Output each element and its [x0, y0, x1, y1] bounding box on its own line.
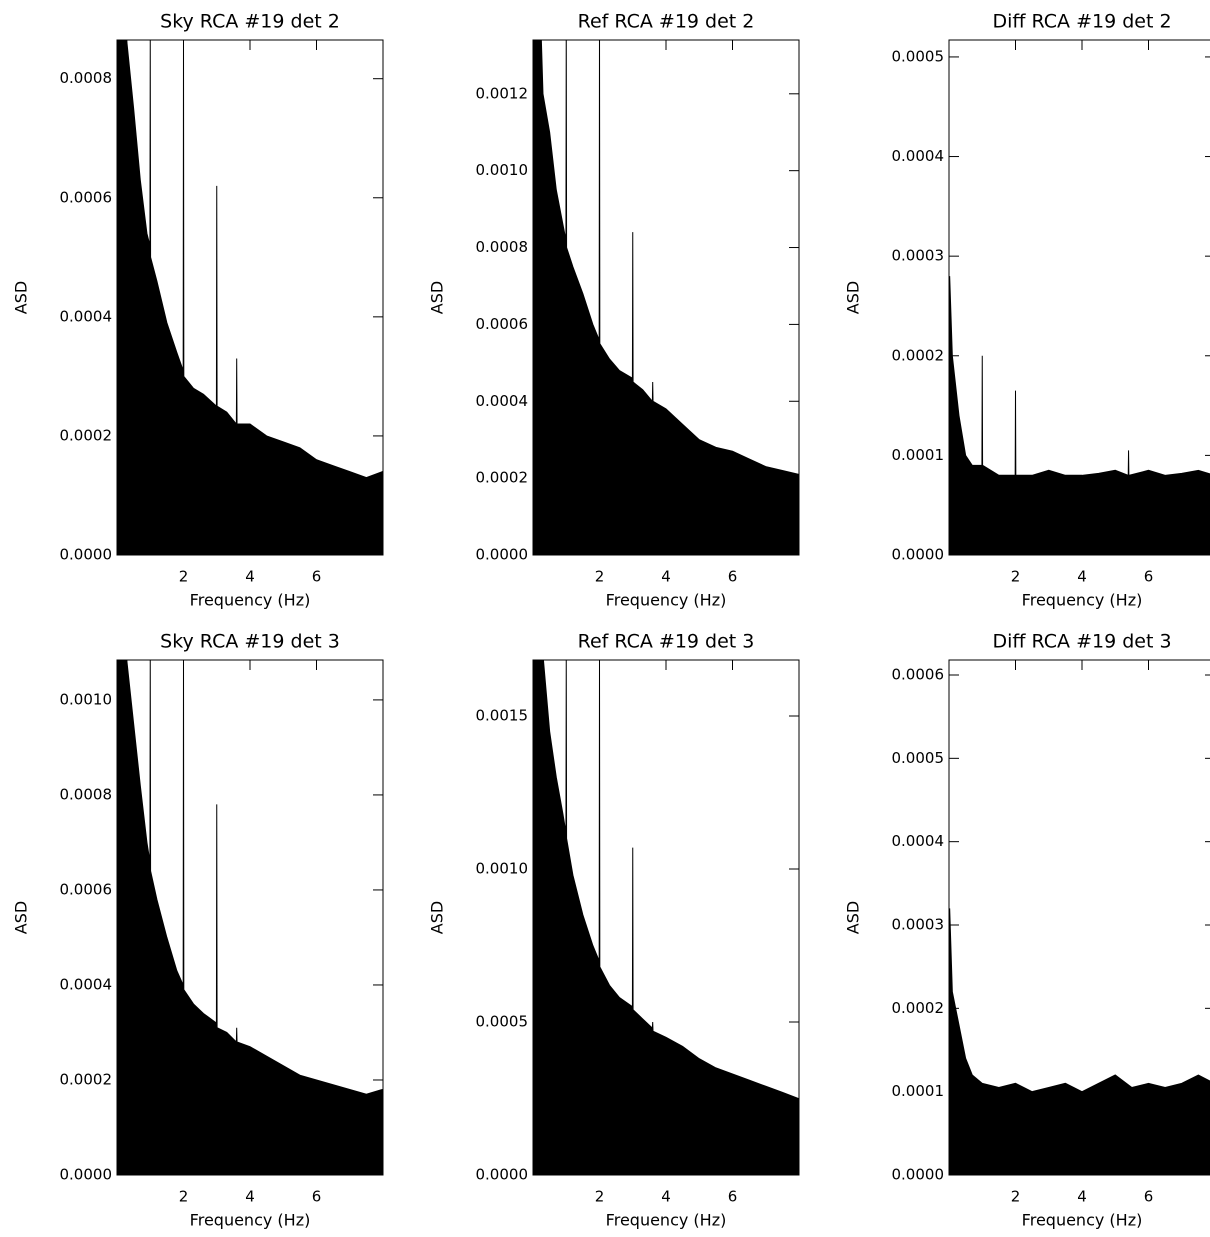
- y-tick-label: 0.0002: [476, 469, 529, 487]
- x-axis-label: Frequency (Hz): [606, 591, 727, 610]
- x-tick-label: 2: [595, 1188, 605, 1206]
- y-tick-label: 0.0003: [892, 916, 945, 934]
- y-tick-label: 0.0000: [892, 546, 945, 564]
- panel-title: Diff RCA #19 det 2: [992, 11, 1171, 33]
- y-axis-label: ASD: [12, 281, 31, 314]
- x-tick-label: 6: [728, 568, 738, 586]
- x-axis-label: Frequency (Hz): [1022, 591, 1143, 610]
- y-tick-label: 0.0006: [892, 666, 945, 684]
- panel: Sky RCA #19 det 2 Frequency (Hz) ASD 2 4 6 0.0…: [12, 11, 384, 610]
- panel: Ref RCA #19 det 3 Frequency (Hz) ASD 2 4 6 0.0…: [428, 631, 800, 1230]
- panel: Sky RCA #19 det 3 Frequency (Hz) ASD 2 4 6 0.0…: [12, 631, 384, 1230]
- y-tick-label: 0.0004: [892, 832, 945, 850]
- x-axis-label: Frequency (Hz): [606, 1211, 727, 1230]
- x-axis-label: Frequency (Hz): [190, 1211, 311, 1230]
- panel-title: Sky RCA #19 det 2: [160, 11, 340, 33]
- y-tick-label: 0.0000: [60, 1166, 113, 1184]
- y-tick-label: 0.0001: [892, 446, 945, 464]
- y-tick-label: 0.0008: [60, 785, 113, 803]
- y-tick-label: 0.0006: [60, 188, 113, 206]
- y-tick-label: 0.0005: [892, 47, 945, 65]
- x-tick-label: 2: [1011, 568, 1021, 586]
- spectrum-area: [533, 660, 799, 1175]
- spectrum-area: [533, 40, 799, 555]
- y-tick-label: 0.0004: [60, 307, 113, 325]
- y-tick-label: 0.0000: [60, 546, 113, 564]
- y-tick-label: 0.0004: [476, 392, 529, 410]
- panel: Diff RCA #19 det 2 Frequency (Hz) ASD 2 4 6 0.…: [844, 11, 1210, 610]
- x-tick-label: 2: [595, 568, 605, 586]
- y-tick-label: 0.0005: [476, 1012, 529, 1030]
- x-tick-label: 4: [1077, 568, 1087, 586]
- spectrum-area: [949, 276, 1210, 555]
- y-axis-label: ASD: [428, 901, 447, 934]
- x-tick-label: 2: [179, 1188, 189, 1206]
- y-tick-label: 0.0005: [892, 749, 945, 767]
- y-tick-label: 0.0010: [476, 859, 529, 877]
- y-tick-label: 0.0004: [60, 975, 113, 993]
- y-tick-label: 0.0012: [476, 84, 529, 102]
- panel-title: Diff RCA #19 det 3: [992, 631, 1171, 653]
- y-tick-label: 0.0010: [60, 690, 113, 708]
- panel: Diff RCA #19 det 3 Frequency (Hz) ASD 2 4 6 0.…: [844, 631, 1210, 1230]
- x-tick-label: 6: [1144, 568, 1154, 586]
- y-tick-label: 0.0000: [892, 1166, 945, 1184]
- y-tick-label: 0.0010: [476, 161, 529, 179]
- panel-title: Sky RCA #19 det 3: [160, 631, 340, 653]
- y-tick-label: 0.0015: [476, 706, 529, 724]
- x-tick-label: 4: [661, 568, 671, 586]
- y-axis-label: ASD: [844, 901, 863, 934]
- spectrum-area: [117, 660, 383, 1175]
- x-axis-label: Frequency (Hz): [190, 591, 311, 610]
- x-tick-label: 2: [1011, 1188, 1021, 1206]
- x-tick-label: 4: [245, 1188, 255, 1206]
- y-axis-label: ASD: [428, 281, 447, 314]
- x-tick-label: 2: [179, 568, 189, 586]
- y-tick-label: 0.0002: [892, 999, 945, 1017]
- y-tick-label: 0.0000: [476, 546, 529, 564]
- x-tick-label: 6: [728, 1188, 738, 1206]
- y-tick-label: 0.0003: [892, 247, 945, 265]
- x-tick-label: 6: [312, 1188, 322, 1206]
- x-tick-label: 6: [312, 568, 322, 586]
- x-axis-label: Frequency (Hz): [1022, 1211, 1143, 1230]
- y-tick-label: 0.0001: [892, 1082, 945, 1100]
- y-tick-label: 0.0008: [60, 69, 113, 87]
- x-tick-label: 4: [661, 1188, 671, 1206]
- x-tick-label: 4: [245, 568, 255, 586]
- panel: Ref RCA #19 det 2 Frequency (Hz) ASD 2 4 6 0.0…: [428, 11, 800, 610]
- x-tick-label: 6: [1144, 1188, 1154, 1206]
- x-tick-label: 4: [1077, 1188, 1087, 1206]
- y-tick-label: 0.0000: [476, 1166, 529, 1184]
- y-tick-label: 0.0002: [60, 426, 113, 444]
- y-tick-label: 0.0002: [60, 1070, 113, 1088]
- y-tick-label: 0.0004: [892, 147, 945, 165]
- y-axis-label: ASD: [844, 281, 863, 314]
- y-tick-label: 0.0006: [60, 880, 113, 898]
- y-axis-label: ASD: [12, 901, 31, 934]
- spectrum-area: [117, 40, 383, 555]
- y-tick-label: 0.0002: [892, 346, 945, 364]
- panel-title: Ref RCA #19 det 2: [578, 11, 755, 33]
- spectrum-area: [949, 908, 1210, 1175]
- y-tick-label: 0.0008: [476, 238, 529, 256]
- y-tick-label: 0.0006: [476, 315, 529, 333]
- panel-title: Ref RCA #19 det 3: [578, 631, 755, 653]
